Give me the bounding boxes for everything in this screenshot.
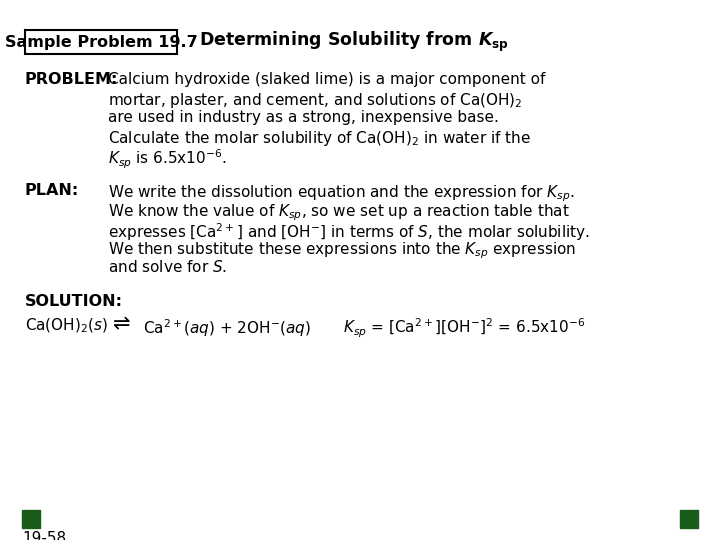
Text: We know the value of $K_{sp}$, so we set up a reaction table that: We know the value of $K_{sp}$, so we set… xyxy=(108,202,570,222)
Text: $K_{sp}$ = [Ca$^{2+}$][OH$^{-}$]$^2$ = 6.5x10$^{-6}$: $K_{sp}$ = [Ca$^{2+}$][OH$^{-}$]$^2$ = 6… xyxy=(343,317,585,340)
FancyBboxPatch shape xyxy=(25,30,177,54)
Bar xyxy=(680,510,698,528)
Text: are used in industry as a strong, inexpensive base.: are used in industry as a strong, inexpe… xyxy=(108,110,499,125)
Text: We then substitute these expressions into the $K_{sp}$ expression: We then substitute these expressions int… xyxy=(108,240,576,261)
Text: Sample Problem 19.7: Sample Problem 19.7 xyxy=(4,35,197,50)
Text: Calculate the molar solubility of Ca(OH)$_2$ in water if the: Calculate the molar solubility of Ca(OH)… xyxy=(108,129,531,148)
Text: Ca$^{2+}$($aq$) + 2OH$^{-}$($aq$): Ca$^{2+}$($aq$) + 2OH$^{-}$($aq$) xyxy=(143,317,311,339)
Text: Determining Solubility from $\bfit{K}$$_\mathbf{sp}$: Determining Solubility from $\bfit{K}$$_… xyxy=(199,30,509,54)
Text: PROBLEM:: PROBLEM: xyxy=(25,72,118,87)
Bar xyxy=(22,510,40,528)
Text: mortar, plaster, and cement, and solutions of Ca(OH)$_2$: mortar, plaster, and cement, and solutio… xyxy=(108,91,523,110)
Text: expresses [Ca$^{2+}$] and [OH$^{-}$] in terms of $S$, the molar solubility.: expresses [Ca$^{2+}$] and [OH$^{-}$] in … xyxy=(108,221,590,242)
Text: 19-58: 19-58 xyxy=(22,531,66,540)
Text: SOLUTION:: SOLUTION: xyxy=(25,294,123,309)
Text: and solve for $S$.: and solve for $S$. xyxy=(108,259,227,275)
Text: We write the dissolution equation and the expression for $K_{sp}$.: We write the dissolution equation and th… xyxy=(108,183,575,204)
Text: Ca(OH)$_2$($s$): Ca(OH)$_2$($s$) xyxy=(25,317,108,335)
Text: PLAN:: PLAN: xyxy=(25,183,79,198)
Text: Calcium hydroxide (slaked lime) is a major component of: Calcium hydroxide (slaked lime) is a maj… xyxy=(108,72,545,87)
Text: ⇌: ⇌ xyxy=(113,314,130,334)
Text: $K_{sp}$ is 6.5x10$^{-6}$.: $K_{sp}$ is 6.5x10$^{-6}$. xyxy=(108,148,227,171)
